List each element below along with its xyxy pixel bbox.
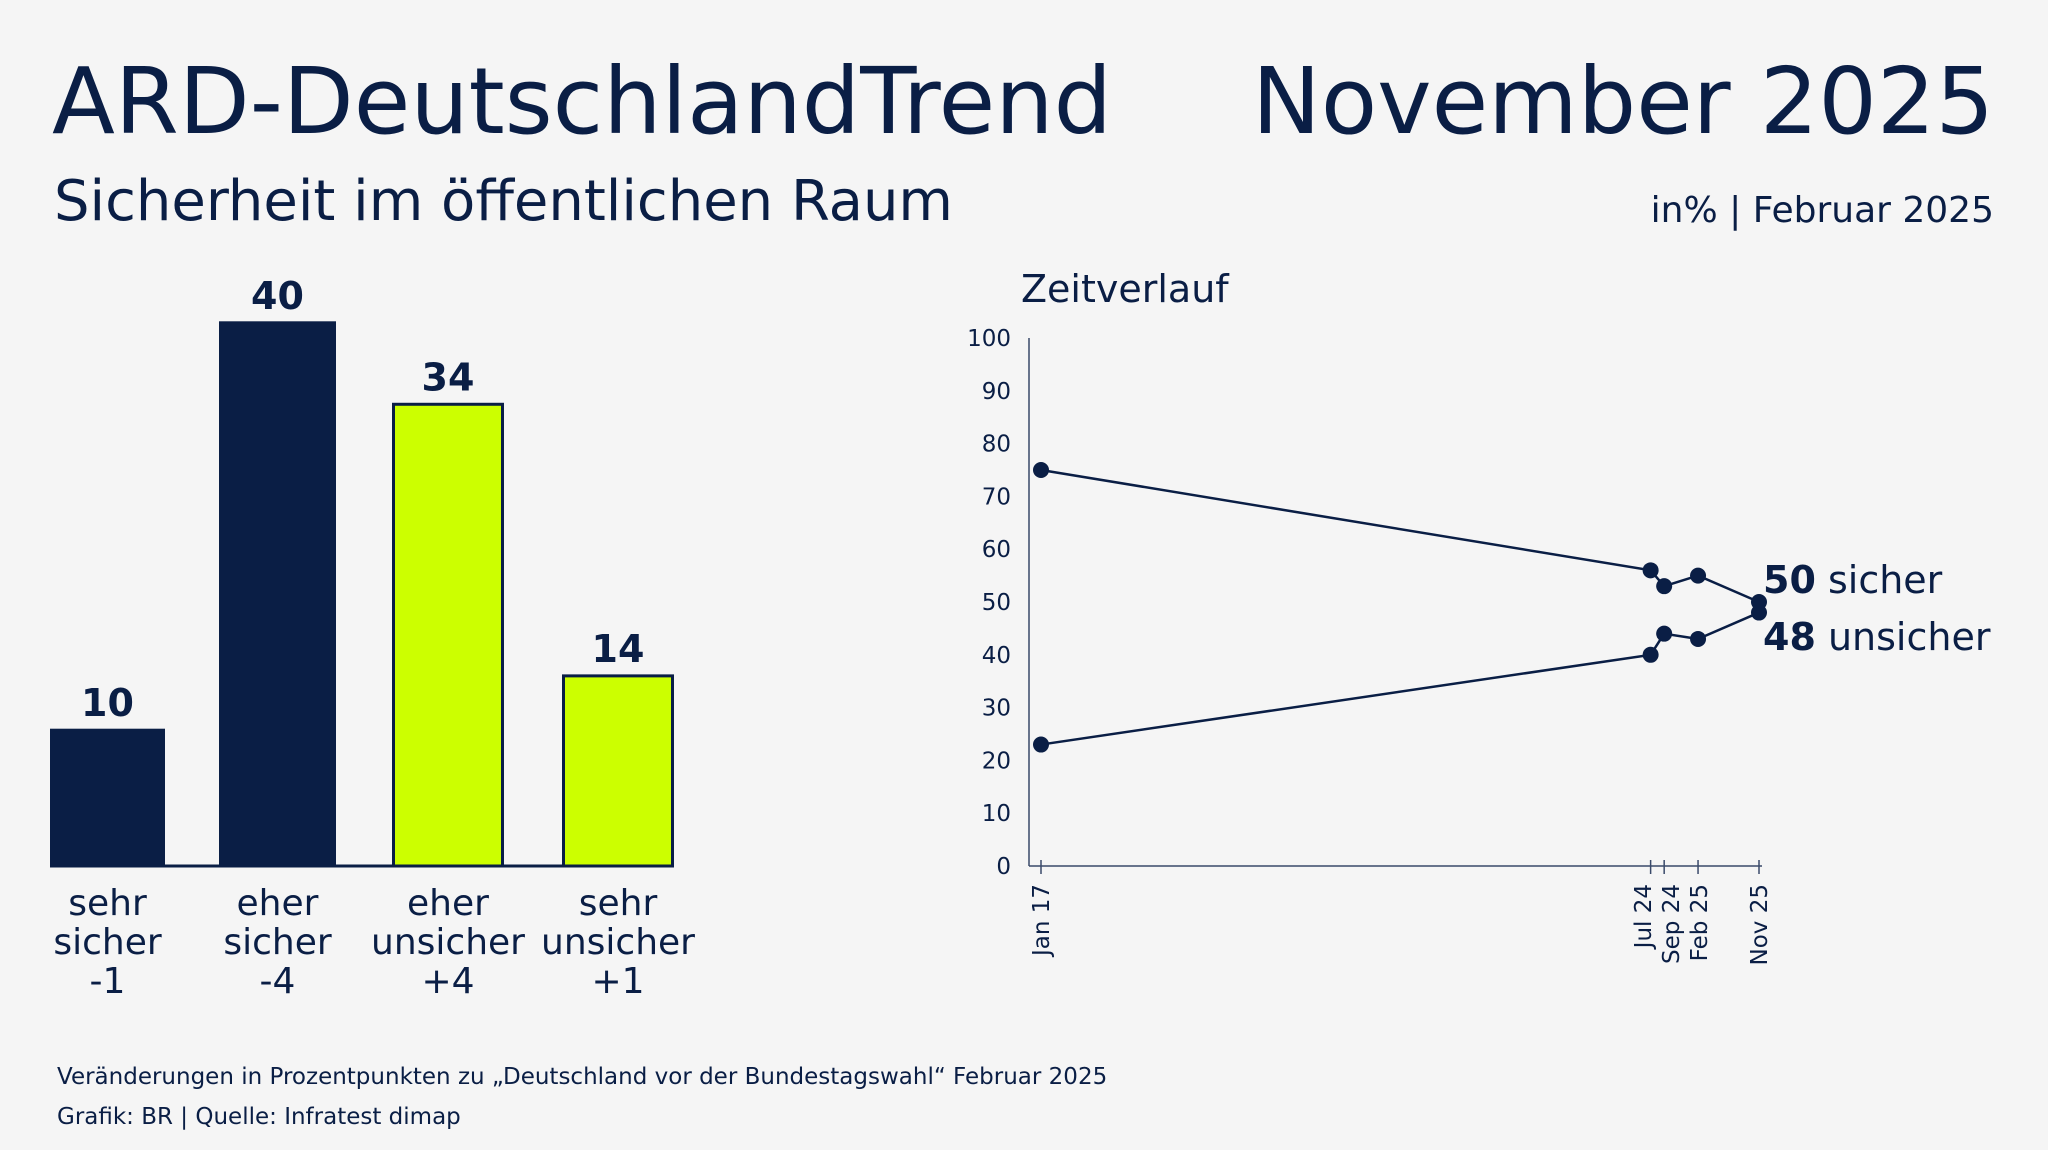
y-tick-label: 100 <box>967 326 1011 352</box>
y-tick-label: 20 <box>982 748 1011 774</box>
data-point-sicher <box>1033 462 1049 478</box>
data-point-sicher <box>1690 567 1707 584</box>
data-point-sicher <box>1656 578 1673 595</box>
data-point-unsicher <box>1642 646 1659 663</box>
y-tick-label: 0 <box>996 854 1011 880</box>
bar-category-label: -4 <box>260 961 296 1002</box>
bar-category-label: unsicher <box>371 922 525 963</box>
x-tick-label: Jan 17 <box>1029 884 1055 958</box>
x-tick-label: Feb 25 <box>1687 884 1713 961</box>
end-label-value: 48 <box>1763 615 1816 659</box>
data-point-unsicher <box>1690 630 1707 647</box>
subtitle: Sicherheit im öffentlichen Raum <box>54 169 953 234</box>
y-tick-label: 90 <box>982 379 1011 405</box>
x-tick-label: Jul 24 <box>1631 884 1657 950</box>
bar-category-label: +1 <box>591 961 644 1002</box>
bar <box>50 728 165 868</box>
line-chart-title: Zeitverlauf <box>1021 267 1230 311</box>
footer-note: Veränderungen in Prozentpunkten zu „Deut… <box>57 1064 1107 1090</box>
bar-category-label: eher <box>407 883 489 924</box>
y-tick-label: 80 <box>982 432 1011 458</box>
bar <box>219 321 336 868</box>
data-point-unsicher <box>1656 625 1673 642</box>
bar-value-label: 10 <box>81 681 134 725</box>
y-tick-label: 60 <box>982 537 1011 563</box>
survey-date: November 2025 <box>1252 48 1994 155</box>
y-tick-label: 40 <box>982 643 1011 669</box>
bar-category-label: -1 <box>90 961 126 1002</box>
bar-value-label: 40 <box>251 274 304 318</box>
y-tick-label: 30 <box>982 696 1011 722</box>
unit-note: in% | Februar 2025 <box>1651 190 1994 231</box>
bar-chart: 10sehrsicher-140ehersicher-434eherunsich… <box>50 274 695 1002</box>
y-tick-label: 50 <box>982 590 1011 616</box>
end-label-sicher: 50 sicher <box>1763 558 1943 602</box>
bar-category-label: eher <box>237 883 319 924</box>
footer-source: Grafik: BR | Quelle: Infratest dimap <box>57 1104 461 1130</box>
bar-category-label: +4 <box>421 961 474 1002</box>
data-point-unsicher <box>1751 604 1767 621</box>
data-point-unsicher <box>1033 736 1049 753</box>
bar-category-label: unsicher <box>541 922 695 963</box>
x-tick-label: Sep 24 <box>1659 884 1685 964</box>
end-label-unsicher: 48 unsicher <box>1763 615 1991 659</box>
end-label-name: unsicher <box>1816 615 1991 659</box>
main-title: ARD-DeutschlandTrend <box>52 48 1112 155</box>
bar-category-label: sicher <box>223 922 332 963</box>
x-tick-label: Nov 25 <box>1747 884 1773 965</box>
data-point-sicher <box>1642 562 1659 579</box>
end-label-name: sicher <box>1816 558 1943 602</box>
line-chart: 0 10 20 30 40 50 60 70 80 90 100 Jan 17 Jul 24 Sep 24… <box>967 326 1991 965</box>
bar <box>392 402 504 868</box>
bar-value-label: 14 <box>592 627 645 671</box>
bar-value-label: 34 <box>422 355 475 399</box>
bar <box>562 674 674 868</box>
bar-category-label: sicher <box>53 922 162 963</box>
y-tick-label: 70 <box>982 484 1011 510</box>
end-label-value: 50 <box>1763 558 1816 602</box>
y-tick-label: 10 <box>982 801 1011 827</box>
bar-category-label: sehr <box>579 883 658 924</box>
bar-category-label: sehr <box>68 883 147 924</box>
